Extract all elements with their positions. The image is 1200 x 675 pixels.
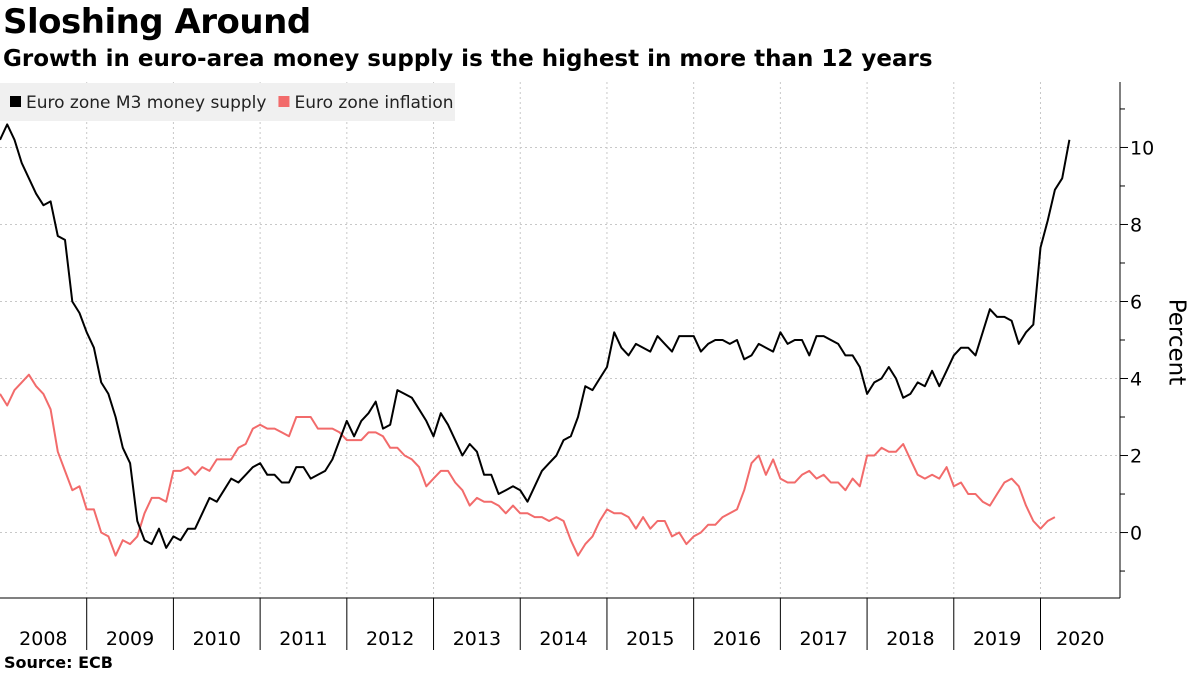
x-tick-label: 2015 bbox=[626, 628, 674, 650]
y-tick-label: 2 bbox=[1130, 446, 1142, 468]
series-lines bbox=[0, 123, 1071, 557]
grid bbox=[0, 82, 1120, 598]
euro-zone-inflation-line bbox=[0, 373, 1056, 557]
legend: Euro zone M3 money supply Euro zone infla… bbox=[0, 83, 455, 121]
x-tick-label: 2017 bbox=[800, 628, 848, 650]
legend-background bbox=[0, 83, 455, 121]
y-tick-label: 10 bbox=[1130, 137, 1154, 159]
legend-swatch bbox=[10, 96, 21, 107]
x-tick-label: 2009 bbox=[106, 628, 154, 650]
x-tick-label: 2010 bbox=[193, 628, 241, 650]
x-tick-label: 2008 bbox=[19, 628, 67, 650]
x-tick-label: 2020 bbox=[1056, 628, 1104, 650]
legend-entry: Euro zone M3 money supply bbox=[26, 93, 266, 113]
x-tick-label: 2016 bbox=[713, 628, 761, 650]
legend-swatch bbox=[278, 96, 290, 107]
euro-zone-m3-money-supply-line bbox=[0, 123, 1071, 549]
y-tick-label: 8 bbox=[1130, 214, 1142, 236]
x-tick-label: 2011 bbox=[279, 628, 327, 650]
chart-title: Sloshing Around bbox=[3, 2, 311, 42]
y-tick-label: 0 bbox=[1130, 523, 1142, 545]
y-tick-label: 4 bbox=[1130, 369, 1142, 391]
x-tick-label: 2018 bbox=[886, 628, 934, 650]
x-tick-label: 2014 bbox=[539, 628, 587, 650]
y-tick-label: 6 bbox=[1130, 291, 1142, 313]
x-tick-label: 2013 bbox=[453, 628, 501, 650]
axes: 0 2 4 6 8 10 2008 2009 2010 2011 2012 2013 2014 2015 2… bbox=[0, 82, 1154, 650]
x-tick-label: 2012 bbox=[366, 628, 414, 650]
y-axis-label: Percent bbox=[1164, 299, 1190, 386]
source-note: Source: ECB bbox=[4, 653, 113, 672]
x-tick-label: 2019 bbox=[973, 628, 1021, 650]
chart-subtitle: Growth in euro-area money supply is the … bbox=[3, 46, 933, 72]
legend-entry: Euro zone inflation bbox=[294, 93, 453, 113]
